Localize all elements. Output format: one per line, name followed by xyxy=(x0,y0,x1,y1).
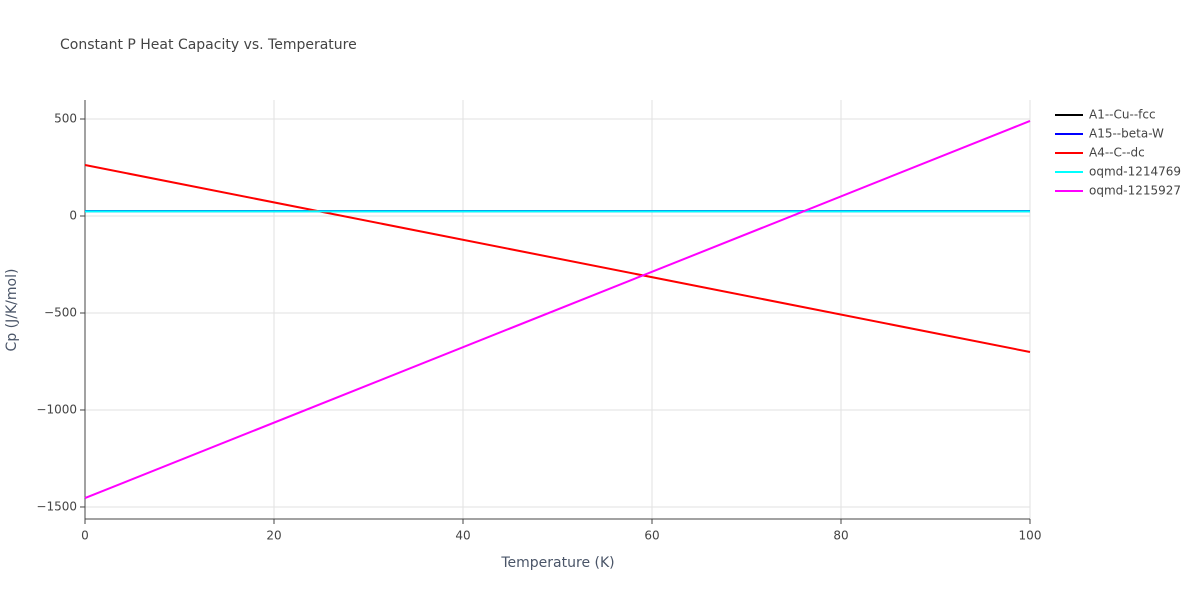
legend-label: A4--C--dc xyxy=(1089,146,1145,160)
x-axis-title: Temperature (K) xyxy=(500,555,614,571)
legend-label: A15--beta-W xyxy=(1089,127,1164,141)
x-tick-label: 100 xyxy=(1019,529,1042,543)
series-line xyxy=(84,164,1031,353)
x-tick-label: 40 xyxy=(455,529,470,543)
y-tick-label: −500 xyxy=(44,305,77,319)
x-tick-label: 0 xyxy=(81,529,89,543)
legend-label: oqmd-1214769 xyxy=(1089,165,1181,179)
x-tick-label: 60 xyxy=(644,529,659,543)
y-tick-label: 0 xyxy=(69,209,77,223)
y-tick-label: −1500 xyxy=(36,499,77,513)
series-line xyxy=(84,120,1031,499)
x-tick-label: 80 xyxy=(833,529,848,543)
legend-label: oqmd-1215927 xyxy=(1089,184,1181,198)
x-tick-label: 20 xyxy=(266,529,281,543)
y-axis-title: Cp (J/K/mol) xyxy=(4,269,20,352)
y-tick-label: −1000 xyxy=(36,402,77,416)
y-tick-label: 500 xyxy=(54,112,77,126)
legend-label: A1--Cu--fcc xyxy=(1089,108,1156,122)
chart-title: Constant P Heat Capacity vs. Temperature xyxy=(60,37,357,53)
